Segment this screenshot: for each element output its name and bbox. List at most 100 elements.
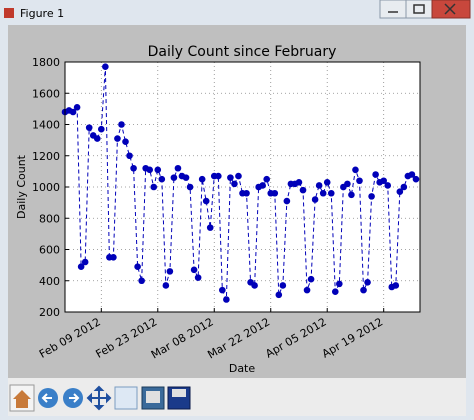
subplots-icon xyxy=(146,391,160,403)
data-point xyxy=(364,279,371,286)
data-point xyxy=(85,124,93,131)
data-point xyxy=(412,175,420,183)
data-point xyxy=(190,266,198,274)
data-point xyxy=(214,172,222,180)
data-point xyxy=(307,275,315,283)
data-point xyxy=(130,164,137,172)
window-title: Figure 1 xyxy=(20,7,64,20)
data-point xyxy=(73,104,81,111)
y-tick-label: 1600 xyxy=(32,87,60,100)
data-point xyxy=(126,152,133,160)
y-tick-label: 1200 xyxy=(32,150,60,163)
data-point xyxy=(166,268,174,275)
data-point xyxy=(194,274,202,281)
data-point xyxy=(372,171,379,178)
data-point xyxy=(223,296,230,303)
data-point xyxy=(360,286,367,294)
data-point xyxy=(243,189,250,197)
data-point xyxy=(295,179,303,186)
x-axis-label: Date xyxy=(229,362,256,375)
data-point xyxy=(408,171,416,178)
data-point xyxy=(271,189,279,197)
data-point xyxy=(93,135,101,142)
data-point xyxy=(348,191,355,199)
data-point xyxy=(275,291,283,299)
data-point xyxy=(162,282,170,289)
data-point xyxy=(170,174,178,181)
data-point xyxy=(114,135,121,142)
data-point xyxy=(154,166,162,174)
data-point xyxy=(259,182,266,189)
chart-title: Daily Count since February xyxy=(148,44,337,60)
data-point xyxy=(319,189,327,197)
pan-button[interactable] xyxy=(86,385,112,411)
plot-area xyxy=(65,62,420,312)
maximize-button[interactable] xyxy=(405,0,433,19)
data-point xyxy=(182,174,190,181)
zoom-button[interactable] xyxy=(114,386,138,410)
toolbar-buttons xyxy=(9,384,191,412)
home-icon xyxy=(13,390,31,408)
data-point xyxy=(202,197,210,205)
data-point xyxy=(356,177,363,185)
data-point xyxy=(344,180,351,188)
data-point xyxy=(110,254,117,261)
data-point xyxy=(392,282,400,289)
toolbar xyxy=(8,378,466,416)
back-icon xyxy=(41,393,52,403)
data-point xyxy=(174,164,182,172)
data-point xyxy=(352,166,359,174)
data-point xyxy=(227,174,234,181)
data-point xyxy=(315,182,323,189)
data-point xyxy=(251,282,258,289)
minimize-button[interactable] xyxy=(379,0,407,19)
data-point xyxy=(134,263,141,270)
data-point xyxy=(400,183,408,191)
data-point xyxy=(198,175,206,183)
data-point xyxy=(150,183,158,191)
data-point xyxy=(396,188,404,195)
data-point xyxy=(138,277,145,285)
y-tick-label: 1800 xyxy=(32,56,60,69)
data-point xyxy=(206,224,214,231)
data-point xyxy=(231,180,238,188)
data-point xyxy=(384,182,392,189)
data-point xyxy=(336,280,343,288)
data-point xyxy=(102,63,109,70)
app-icon xyxy=(4,8,14,18)
save-icon xyxy=(172,389,186,397)
data-point xyxy=(98,125,105,133)
data-point xyxy=(380,177,387,185)
y-tick-label: 1400 xyxy=(32,119,60,132)
data-point xyxy=(283,197,291,205)
data-point xyxy=(69,108,77,116)
y-tick-label: 600 xyxy=(39,244,60,257)
y-tick-label: 800 xyxy=(39,212,60,225)
data-point xyxy=(122,138,129,145)
data-line xyxy=(64,66,417,300)
data-point xyxy=(327,189,335,197)
y-tick-label: 400 xyxy=(39,275,60,288)
data-point xyxy=(235,172,242,180)
data-point xyxy=(299,186,307,194)
data-point xyxy=(323,179,331,186)
data-point xyxy=(303,286,311,294)
forward-icon xyxy=(69,393,80,403)
data-point xyxy=(368,193,375,200)
data-point xyxy=(81,258,89,266)
data-point xyxy=(331,288,339,295)
y-axis-label: Daily Count xyxy=(15,154,28,219)
data-point xyxy=(311,196,319,203)
data-point xyxy=(279,282,287,289)
data-point xyxy=(77,263,85,270)
data-point xyxy=(146,166,154,174)
data-point xyxy=(118,121,125,128)
data-point xyxy=(186,183,194,191)
y-tick-label: 1000 xyxy=(32,181,60,194)
data-point xyxy=(219,286,226,294)
y-tick-label: 200 xyxy=(39,306,60,319)
data-point xyxy=(263,175,271,183)
data-point xyxy=(158,175,166,183)
plot-frame xyxy=(64,61,421,313)
